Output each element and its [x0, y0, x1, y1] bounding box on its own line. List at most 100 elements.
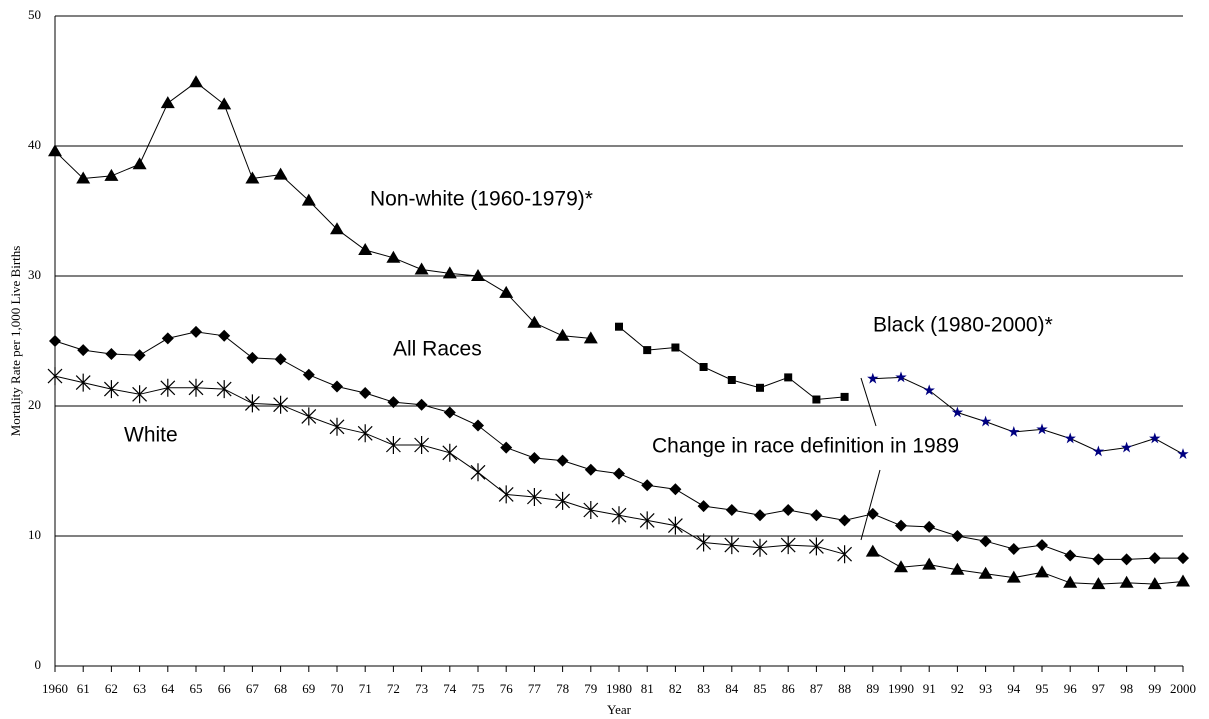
marker — [132, 157, 147, 170]
marker — [725, 504, 738, 516]
marker — [1063, 575, 1078, 588]
marker — [782, 504, 795, 516]
marker — [611, 506, 627, 525]
marker — [922, 557, 937, 570]
marker — [386, 250, 401, 263]
x-tick-label: 64 — [161, 681, 175, 696]
marker — [415, 398, 428, 411]
marker — [1064, 549, 1077, 562]
marker — [216, 380, 232, 399]
marker — [414, 436, 430, 454]
y-axis-label: Mortality Rate per 1,000 Live Births — [8, 246, 23, 437]
x-tick-label: 1990 — [888, 681, 914, 696]
x-tick-label: 68 — [274, 681, 287, 696]
marker — [105, 348, 118, 360]
marker — [189, 75, 203, 88]
marker — [1036, 423, 1048, 435]
marker — [302, 368, 315, 381]
x-tick-label: 74 — [443, 681, 457, 696]
marker — [669, 483, 682, 496]
marker — [671, 343, 680, 352]
x-tick-label: 85 — [754, 681, 767, 696]
x-tick-label: 77 — [528, 681, 542, 696]
marker — [77, 344, 90, 357]
marker — [1091, 577, 1106, 590]
marker — [103, 380, 119, 399]
series-line — [54, 375, 845, 555]
x-tick-label: 2000 — [1170, 681, 1196, 696]
x-tick-label: 1980 — [606, 681, 632, 696]
x-tick-label: 61 — [77, 681, 90, 696]
marker — [75, 373, 91, 392]
marker — [1007, 543, 1020, 555]
marker — [357, 424, 373, 443]
series-label: Black (1980-2000)* — [873, 314, 1053, 337]
marker — [1064, 432, 1076, 444]
marker — [584, 463, 597, 476]
x-tick-label: 79 — [584, 681, 597, 696]
marker — [414, 262, 429, 275]
marker — [555, 328, 570, 341]
marker — [329, 417, 345, 436]
x-tick-label: 83 — [697, 681, 710, 696]
marker — [810, 509, 823, 522]
marker — [387, 396, 400, 409]
marker — [161, 332, 174, 345]
marker — [76, 171, 91, 184]
marker — [808, 537, 824, 556]
x-tick-label: 71 — [359, 681, 372, 696]
marker — [951, 406, 964, 418]
marker — [273, 167, 288, 180]
marker — [528, 452, 541, 464]
marker — [780, 536, 796, 555]
marker — [613, 467, 625, 480]
marker — [641, 479, 654, 492]
marker — [667, 516, 683, 535]
marker — [1119, 575, 1134, 588]
marker — [274, 353, 287, 366]
marker — [754, 509, 766, 522]
x-tick-label: 62 — [105, 681, 118, 696]
marker — [838, 514, 851, 527]
marker — [978, 566, 993, 579]
marker — [1006, 570, 1021, 583]
y-tick-label: 40 — [28, 137, 41, 152]
annotation: Change in race definition in 1989 — [652, 435, 959, 458]
marker — [556, 454, 569, 467]
x-tick-label: 89 — [866, 681, 879, 696]
marker — [950, 562, 965, 575]
x-tick-label: 70 — [331, 681, 344, 696]
marker — [1092, 553, 1105, 566]
x-tick-label: 1960 — [42, 681, 68, 696]
marker — [244, 394, 260, 413]
x-tick-label: 63 — [133, 681, 146, 696]
x-tick-label: 91 — [923, 681, 936, 696]
marker — [756, 383, 764, 392]
marker — [442, 266, 457, 279]
marker — [752, 538, 768, 557]
marker — [526, 488, 542, 506]
marker — [1120, 441, 1133, 453]
pointer-line — [860, 377, 877, 427]
marker — [527, 315, 542, 328]
marker — [385, 436, 401, 454]
marker — [499, 285, 514, 298]
x-tick-label: 81 — [641, 681, 654, 696]
marker — [1148, 552, 1161, 565]
y-tick-label: 30 — [28, 267, 41, 282]
marker — [639, 511, 655, 530]
series-line — [54, 331, 1183, 560]
y-tick-label: 20 — [28, 397, 41, 412]
marker — [1147, 577, 1162, 590]
marker — [442, 443, 458, 462]
marker — [837, 545, 853, 564]
y-tick-label: 0 — [35, 657, 42, 672]
x-tick-label: 98 — [1120, 681, 1133, 696]
marker — [245, 171, 260, 184]
x-tick-label: 99 — [1148, 681, 1161, 696]
marker — [866, 507, 879, 520]
x-tick-label: 84 — [725, 681, 739, 696]
marker — [190, 325, 202, 338]
marker — [951, 530, 964, 542]
